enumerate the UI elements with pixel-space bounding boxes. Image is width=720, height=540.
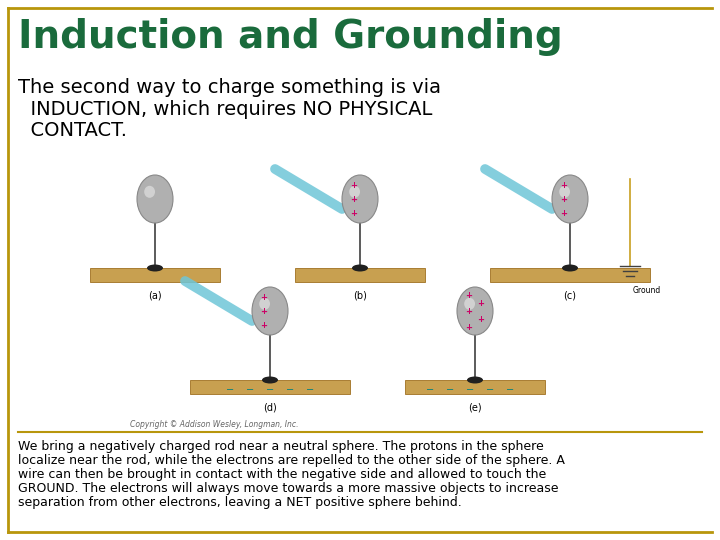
Text: +: + xyxy=(351,208,358,218)
Ellipse shape xyxy=(147,265,163,272)
Ellipse shape xyxy=(464,298,475,310)
Text: −: − xyxy=(466,385,474,395)
Text: Induction and Grounding: Induction and Grounding xyxy=(18,18,563,56)
Text: +: + xyxy=(261,307,268,315)
Bar xyxy=(490,268,650,282)
Text: −: − xyxy=(246,385,254,395)
Bar xyxy=(190,380,350,394)
Text: −: − xyxy=(446,385,454,395)
Ellipse shape xyxy=(342,175,378,223)
Ellipse shape xyxy=(252,287,288,335)
Ellipse shape xyxy=(137,175,173,223)
Ellipse shape xyxy=(144,186,155,198)
Ellipse shape xyxy=(467,376,483,383)
Text: Ground: Ground xyxy=(633,286,661,295)
Text: Copyright © Addison Wesley, Longman, Inc.: Copyright © Addison Wesley, Longman, Inc… xyxy=(130,420,299,429)
Ellipse shape xyxy=(457,287,493,335)
Text: +: + xyxy=(477,314,485,323)
Text: −: − xyxy=(506,385,514,395)
Text: INDUCTION, which requires NO PHYSICAL: INDUCTION, which requires NO PHYSICAL xyxy=(18,100,433,119)
Text: +: + xyxy=(560,194,567,204)
Text: (b): (b) xyxy=(353,290,367,300)
Text: (d): (d) xyxy=(263,402,277,412)
Bar xyxy=(295,268,425,282)
Text: We bring a negatively charged rod near a neutral sphere. The protons in the sphe: We bring a negatively charged rod near a… xyxy=(18,440,544,453)
Text: +: + xyxy=(351,194,358,204)
Ellipse shape xyxy=(552,175,588,223)
Text: localize near the rod, while the electrons are repelled to the other side of the: localize near the rod, while the electro… xyxy=(18,454,565,467)
Text: +: + xyxy=(261,321,268,329)
Text: GROUND. The electrons will always move towards a more massive objects to increas: GROUND. The electrons will always move t… xyxy=(18,482,559,495)
Bar xyxy=(405,380,545,394)
Ellipse shape xyxy=(352,265,368,272)
Text: −: − xyxy=(266,385,274,395)
Text: −: − xyxy=(486,385,494,395)
Text: +: + xyxy=(466,322,472,332)
Text: +: + xyxy=(261,293,268,301)
Text: (a): (a) xyxy=(148,290,162,300)
Ellipse shape xyxy=(259,298,270,310)
Text: wire can then be brought in contact with the negative side and allowed to touch : wire can then be brought in contact with… xyxy=(18,468,546,481)
Text: −: − xyxy=(306,385,314,395)
Text: +: + xyxy=(466,291,472,300)
Text: −: − xyxy=(426,385,434,395)
Text: −: − xyxy=(226,385,234,395)
Ellipse shape xyxy=(349,186,360,198)
Text: +: + xyxy=(351,180,358,190)
Text: −: − xyxy=(286,385,294,395)
Bar xyxy=(90,268,220,282)
Text: +: + xyxy=(560,180,567,190)
Text: +: + xyxy=(560,208,567,218)
Text: (e): (e) xyxy=(468,402,482,412)
Text: +: + xyxy=(477,299,485,307)
Ellipse shape xyxy=(262,376,278,383)
Text: CONTACT.: CONTACT. xyxy=(18,122,127,140)
Text: The second way to charge something is via: The second way to charge something is vi… xyxy=(18,78,441,97)
Ellipse shape xyxy=(559,186,570,198)
Text: separation from other electrons, leaving a NET positive sphere behind.: separation from other electrons, leaving… xyxy=(18,496,462,509)
Text: +: + xyxy=(466,307,472,315)
Text: (c): (c) xyxy=(564,290,577,300)
Ellipse shape xyxy=(562,265,578,272)
